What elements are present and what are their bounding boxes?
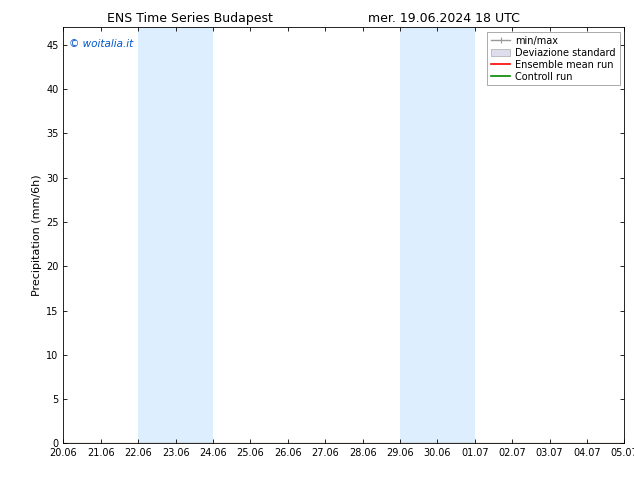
Bar [400, 27, 475, 443]
Bar [138, 27, 213, 443]
Text: mer. 19.06.2024 18 UTC: mer. 19.06.2024 18 UTC [368, 12, 520, 25]
Y-axis label: Precipitation (mm/6h): Precipitation (mm/6h) [32, 174, 42, 296]
Legend: min/max, Deviazione standard, Ensemble mean run, Controll run: min/max, Deviazione standard, Ensemble m… [487, 32, 619, 85]
Text: ENS Time Series Budapest: ENS Time Series Budapest [107, 12, 273, 25]
Text: © woitalia.it: © woitalia.it [69, 40, 133, 49]
